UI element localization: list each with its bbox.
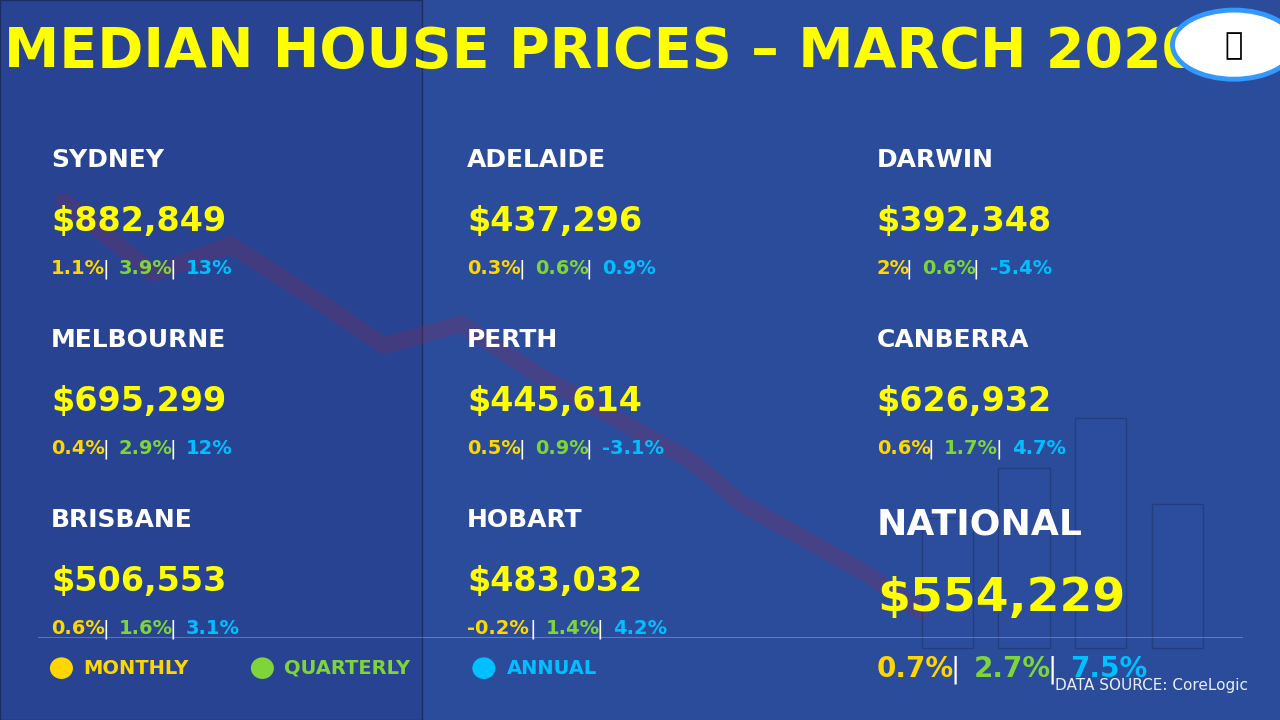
Text: $695,299: $695,299	[51, 385, 227, 418]
Text: 0.3%: 0.3%	[467, 259, 521, 278]
Text: 0.6%: 0.6%	[877, 439, 931, 458]
Text: ANNUAL: ANNUAL	[507, 659, 598, 678]
Text: 1.6%: 1.6%	[119, 619, 173, 638]
Text: 4.2%: 4.2%	[613, 619, 667, 638]
Text: MEDIAN HOUSE PRICES – MARCH 2020: MEDIAN HOUSE PRICES – MARCH 2020	[4, 25, 1199, 79]
FancyBboxPatch shape	[922, 518, 973, 648]
Text: |: |	[102, 439, 109, 459]
Text: DARWIN: DARWIN	[877, 148, 993, 171]
Text: $506,553: $506,553	[51, 565, 227, 598]
Text: 0.6%: 0.6%	[51, 619, 105, 638]
Text: NATIONAL: NATIONAL	[877, 508, 1083, 541]
Text: $392,348: $392,348	[877, 205, 1052, 238]
Text: BRISBANE: BRISBANE	[51, 508, 193, 531]
Text: SYDNEY: SYDNEY	[51, 148, 164, 171]
Text: 0.7%: 0.7%	[877, 655, 954, 683]
Text: MELBOURNE: MELBOURNE	[51, 328, 227, 351]
Text: |: |	[518, 259, 525, 279]
Text: QUARTERLY: QUARTERLY	[284, 659, 411, 678]
Text: |: |	[169, 439, 177, 459]
Text: ADELAIDE: ADELAIDE	[467, 148, 607, 171]
Text: $437,296: $437,296	[467, 205, 643, 238]
Text: 0.5%: 0.5%	[467, 439, 521, 458]
Text: |: |	[905, 259, 913, 279]
Text: 3.1%: 3.1%	[186, 619, 241, 638]
Circle shape	[1172, 10, 1280, 79]
Text: |: |	[1047, 655, 1056, 684]
FancyBboxPatch shape	[998, 468, 1050, 648]
Text: 0.4%: 0.4%	[51, 439, 105, 458]
Ellipse shape	[50, 657, 73, 679]
Text: 13%: 13%	[186, 259, 233, 278]
Text: 4.7%: 4.7%	[1011, 439, 1066, 458]
Text: 2.9%: 2.9%	[119, 439, 173, 458]
Text: CANBERRA: CANBERRA	[877, 328, 1029, 351]
FancyBboxPatch shape	[0, 0, 422, 720]
Text: 🏠: 🏠	[1225, 32, 1243, 60]
Text: 0.6%: 0.6%	[922, 259, 975, 278]
Text: |: |	[169, 259, 177, 279]
Text: MONTHLY: MONTHLY	[83, 659, 188, 678]
Text: |: |	[973, 259, 979, 279]
Text: $554,229: $554,229	[877, 576, 1125, 621]
Text: -0.2%: -0.2%	[467, 619, 529, 638]
Text: |: |	[529, 619, 536, 639]
Text: |: |	[928, 439, 934, 459]
Text: |: |	[585, 439, 593, 459]
Text: 0.9%: 0.9%	[535, 439, 589, 458]
Text: 1.4%: 1.4%	[545, 619, 600, 638]
Text: $445,614: $445,614	[467, 385, 643, 418]
Text: |: |	[102, 259, 109, 279]
Text: |: |	[596, 619, 603, 639]
Ellipse shape	[472, 657, 495, 679]
Text: |: |	[995, 439, 1002, 459]
Text: 1.1%: 1.1%	[51, 259, 105, 278]
Text: |: |	[169, 619, 177, 639]
FancyBboxPatch shape	[1075, 418, 1126, 648]
Text: $483,032: $483,032	[467, 565, 643, 598]
Text: |: |	[102, 619, 109, 639]
Text: |: |	[518, 439, 525, 459]
Text: 2.7%: 2.7%	[974, 655, 1051, 683]
Text: $626,932: $626,932	[877, 385, 1052, 418]
Text: |: |	[951, 655, 960, 684]
Text: |: |	[585, 259, 593, 279]
FancyBboxPatch shape	[1152, 504, 1203, 648]
Text: 3.9%: 3.9%	[119, 259, 173, 278]
Text: 12%: 12%	[186, 439, 233, 458]
Text: 7.5%: 7.5%	[1070, 655, 1148, 683]
Ellipse shape	[251, 657, 274, 679]
Text: DATA SOURCE: CoreLogic: DATA SOURCE: CoreLogic	[1055, 678, 1248, 693]
Text: 1.7%: 1.7%	[945, 439, 998, 458]
Text: -3.1%: -3.1%	[602, 439, 664, 458]
Text: 0.9%: 0.9%	[602, 259, 655, 278]
Text: -5.4%: -5.4%	[989, 259, 1052, 278]
Text: 2%: 2%	[877, 259, 910, 278]
Text: 0.6%: 0.6%	[535, 259, 589, 278]
Text: $882,849: $882,849	[51, 205, 227, 238]
Text: HOBART: HOBART	[467, 508, 582, 531]
Text: PERTH: PERTH	[467, 328, 558, 351]
